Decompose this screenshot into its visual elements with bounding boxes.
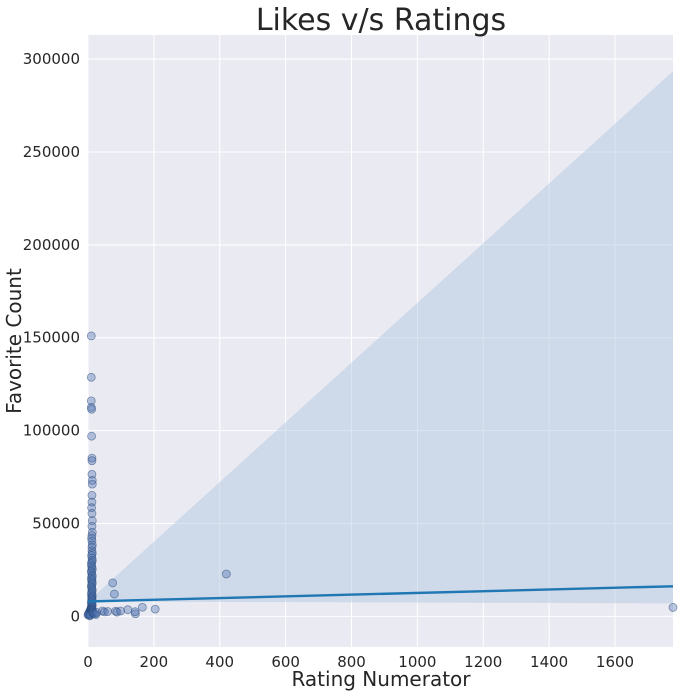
y-tick-label: 100000 xyxy=(23,422,80,440)
data-point xyxy=(130,607,140,617)
data-point xyxy=(221,569,231,579)
x-tick-label: 600 xyxy=(271,653,300,671)
plot-background xyxy=(88,35,673,647)
data-point xyxy=(116,606,126,616)
regression-line xyxy=(87,585,674,603)
x-axis-title: Rating Numerator xyxy=(291,667,471,691)
data-point xyxy=(87,404,97,414)
x-tick-label: 1200 xyxy=(464,653,502,671)
data-point xyxy=(668,603,678,612)
data-point xyxy=(87,453,97,463)
y-tick-label: 150000 xyxy=(23,329,80,347)
x-tick-label: 0 xyxy=(83,653,93,671)
data-point xyxy=(111,606,121,616)
data-point xyxy=(137,602,147,612)
data-point xyxy=(87,490,97,500)
data-point xyxy=(87,509,97,518)
data-point xyxy=(87,469,97,479)
data-point xyxy=(87,533,97,543)
data-point xyxy=(150,604,160,614)
y-tick-label: 0 xyxy=(70,607,80,625)
data-point xyxy=(123,605,133,615)
data-point xyxy=(86,331,96,341)
x-tick-label: 800 xyxy=(337,653,366,671)
data-point xyxy=(109,589,119,599)
x-tick-label: 1000 xyxy=(398,653,436,671)
y-tick-label: 50000 xyxy=(32,514,80,532)
data-point xyxy=(87,456,97,466)
y-tick-label: 300000 xyxy=(23,50,80,68)
data-point xyxy=(103,607,113,616)
data-point xyxy=(87,479,97,489)
y-tick-label: 200000 xyxy=(23,236,80,254)
y-axis-title: Favorite Count xyxy=(2,268,26,414)
x-tick-label: 1400 xyxy=(530,653,568,671)
data-point xyxy=(108,578,118,588)
x-tick-label: 200 xyxy=(140,653,169,671)
x-tick-label: 400 xyxy=(205,653,234,671)
y-tick-label: 250000 xyxy=(23,143,80,161)
data-point xyxy=(86,372,96,382)
confidence-band xyxy=(88,71,673,604)
chart-title: Likes v/s Ratings xyxy=(256,3,506,38)
data-point xyxy=(100,607,109,617)
data-point xyxy=(87,431,97,441)
data-point xyxy=(87,546,97,556)
plot-layer: 0 200 400 600 800 1000 1200 1400 1600 0 50000 10000… xyxy=(23,35,678,671)
x-tick-label: 1600 xyxy=(596,653,634,671)
